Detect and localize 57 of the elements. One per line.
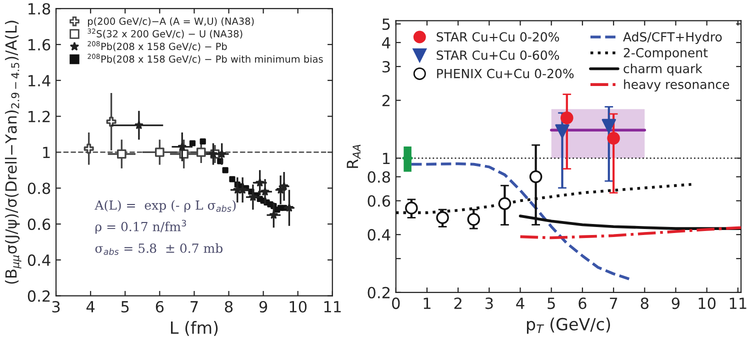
legend-label: PHENIX Cu+Cu 0-20%	[437, 68, 574, 78]
x-tick-label: 8	[640, 298, 648, 310]
y-tick-label: 1	[43, 146, 50, 158]
y-tick-label: 0.4	[28, 254, 50, 266]
y-tick-label: 3	[382, 60, 390, 73]
legend-label: AdS/CFT+Hydro	[623, 32, 722, 44]
y-tick-label: 2	[382, 94, 390, 106]
y-tick-label: 1.8	[28, 3, 50, 15]
legend-label: p(200 GeV/c)−A (A = W,U) (NA38)	[88, 17, 254, 27]
y-tick-label: 4	[382, 37, 390, 48]
x-tick-label: 5	[121, 301, 129, 313]
y-tick-label: 1.6	[28, 38, 50, 51]
y-tick-label: 0.6	[368, 195, 390, 207]
annotation: ρ = 0.17 n/fm$^{3}$	[96, 220, 186, 234]
legend-label: heavy resonance	[624, 79, 730, 92]
y-tick-label: 1.2	[28, 110, 50, 122]
x-tick-label: 10	[698, 298, 716, 310]
x-tick-label: 1	[424, 298, 430, 309]
y-axis-title: (B$_{μμ}$σ(J/ψ)/σ(Drell−Yan)$_{2.9−4.5}$)/A(L)	[4, 20, 22, 284]
legend-label: $^{32}$S(32 x 200 GeV/c) − U (NA38)	[88, 28, 242, 39]
y-tick-label: 0.2	[28, 290, 50, 302]
x-axis-title: L (fm)	[171, 321, 218, 336]
annotation: A(L) = exp (- ρ L σ$_{abs}$)	[94, 200, 236, 212]
y-tick-label: 0.2	[368, 286, 390, 298]
x-tick-label: 2	[454, 298, 462, 309]
x-tick-label: 9	[259, 300, 268, 313]
x-tick-label: 7	[610, 298, 618, 309]
y-tick-label: 0.8	[368, 171, 390, 183]
legend-label: 2-Component	[624, 48, 708, 60]
x-tick-label: 4	[86, 301, 95, 312]
y-tick-label: 1	[383, 152, 390, 164]
x-tick-label: 10	[290, 300, 307, 313]
annotation: σ$_{abs}$ = 5.8 ± 0.7 mb	[95, 243, 223, 255]
legend-label: $^{208}$Pb(208 x 158 GeV/c) − Pb	[88, 41, 227, 52]
y-tick-label: 0.4	[368, 229, 390, 241]
x-tick-label: 3	[52, 300, 60, 313]
legend-label: charm quark	[624, 64, 702, 76]
x-axis-title: p$_{T}$ (GeV/c)	[526, 318, 610, 334]
x-tick-label: 7	[190, 301, 198, 312]
y-tick-label: 0.8	[28, 182, 50, 194]
x-tick-label: 8	[224, 300, 233, 313]
x-tick-label: 11	[730, 298, 746, 309]
y-tick-label: 1.4	[28, 75, 50, 86]
x-tick-label: 11	[324, 301, 341, 312]
y-axis-title: R$_{AA}$	[346, 144, 361, 168]
legend-label: STAR Cu+Cu 0-20%	[436, 32, 560, 42]
legend-label: STAR Cu+Cu 0-60%	[436, 50, 560, 60]
x-tick-label: 0	[392, 298, 400, 310]
x-tick-label: 4	[516, 298, 524, 309]
y-tick-label: 0.6	[28, 218, 50, 230]
x-tick-label: 6	[156, 300, 164, 313]
x-tick-label: 5	[548, 298, 555, 310]
y-tick-label: 5	[382, 18, 390, 30]
x-tick-label: 3	[485, 298, 493, 310]
x-tick-label: 6	[578, 298, 586, 310]
x-tick-label: 9	[672, 298, 680, 310]
legend-label: $^{208}$Pb(208 x 158 GeV/c) − Pb with minimum bias	[88, 54, 323, 64]
